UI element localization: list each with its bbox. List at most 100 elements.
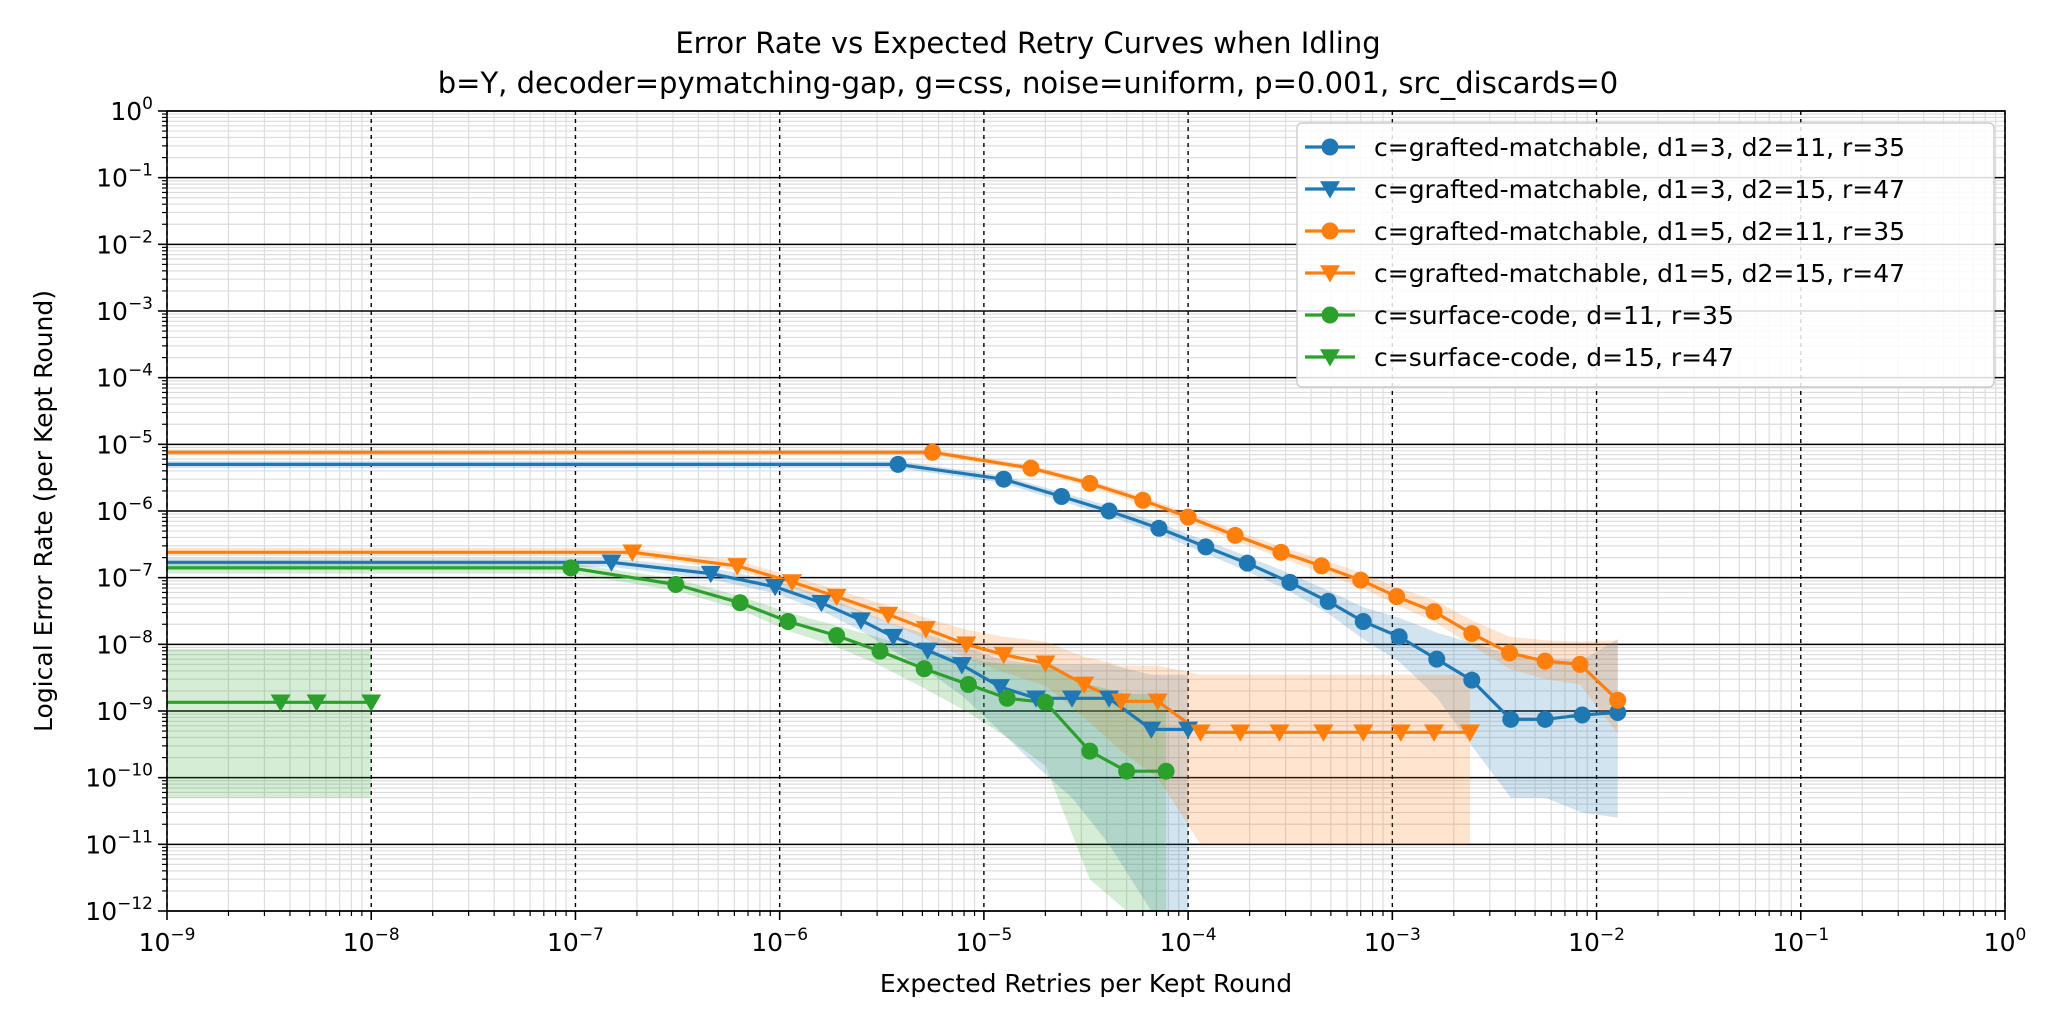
data-point [915,621,936,639]
data-point [1197,538,1215,556]
x-tick-base: 10 [547,928,579,957]
data-point [923,443,941,461]
data-point [1074,676,1095,694]
data-point [1463,671,1481,689]
data-point [361,694,382,712]
data-point [811,594,832,613]
confidence-band-6 [167,649,372,798]
data-point [1053,488,1071,506]
data-point [917,642,938,660]
x-tick-exponent: −8 [375,925,400,945]
y-tick-exponent: −6 [128,494,153,514]
data-point [1425,603,1443,621]
legend: c=grafted-matchable, d1=3, d2=11, r=35 c=… [1296,122,1995,388]
y-tick-label: 10−5 [96,427,153,459]
data-point [1022,459,1040,477]
data-point [1501,644,1519,662]
x-tick-base: 10 [1984,928,2016,957]
chart-title: Error Rate vs Expected Retry Curves when… [675,26,1380,60]
data-point [1609,703,1627,721]
data-point [1147,693,1168,711]
y-tick-base: 10 [96,364,128,393]
data-point [1428,650,1446,668]
y-tick-label: 10−1 [96,161,153,193]
y-axis-label: Logical Error Rate (per Kept Round) [29,290,58,732]
legend-marker [1320,265,1340,283]
y-tick-exponent: −12 [117,894,153,914]
x-tick-label: 10−7 [547,925,604,957]
x-tick-exponent: −3 [1396,925,1421,945]
y-tick-exponent: −9 [128,694,153,714]
legend-marker [1321,138,1339,156]
data-point [1190,724,1211,742]
x-tick-label: 10−8 [343,925,400,957]
data-point [959,675,977,693]
data-point [883,628,904,647]
y-tick-exponent: −10 [117,761,153,781]
y-tick-label: 10−10 [85,761,153,793]
y-tick-label: 10−12 [85,894,153,926]
x-tick-base: 10 [1364,928,1396,957]
legend-label: c=grafted-matchable, d1=3, d2=11, r=35 [1374,133,1905,162]
data-point [1352,571,1370,589]
chart-subtitle: b=Y, decoder=pymatching-gap, g=css, nois… [438,66,1618,100]
data-point [1463,625,1481,643]
y-tick-exponent: −7 [128,561,153,581]
x-tick-exponent: −9 [170,925,195,945]
x-axis-ticks: 10−9 10−8 10−7 10−6 10−5 10−4 10−3 10−2 10−1 100 [139,911,2026,957]
x-tick-exponent: 0 [2015,925,2026,945]
data-point [1281,573,1299,591]
y-tick-base: 10 [110,97,142,126]
x-tick-exponent: −1 [1804,925,1829,945]
y-tick-label: 10−8 [96,627,153,659]
data-point [871,642,889,660]
data-point [1536,652,1554,670]
data-point [850,612,871,630]
y-tick-base: 10 [85,897,117,926]
y-tick-base: 10 [96,430,128,459]
x-tick-base: 10 [139,928,171,957]
x-tick-exponent: −5 [987,925,1012,945]
data-point [951,657,972,675]
x-tick-exponent: −4 [1191,925,1216,945]
data-point [731,594,749,612]
data-point [1100,502,1118,520]
data-point [1118,762,1136,780]
data-point [1157,762,1175,780]
data-point [1134,491,1152,509]
x-tick-base: 10 [1160,928,1192,957]
data-point [956,636,977,654]
legend-marker [1321,306,1339,324]
data-point [622,544,643,562]
data-point [1026,690,1047,708]
data-point [667,575,685,593]
series-markers [270,443,1627,780]
y-axis-ticks: 10010−110−210−310−410−510−610−710−810−91… [85,94,167,926]
x-tick-label: 10−4 [1160,925,1217,957]
legend-label: c=surface-code, d=11, r=35 [1374,301,1734,330]
data-point [1536,710,1554,728]
confidence-band-5 [167,563,1167,911]
x-tick-base: 10 [1772,928,1804,957]
y-tick-base: 10 [85,764,117,793]
legend-marker [1321,222,1339,240]
legend-label: c=grafted-matchable, d1=5, d2=11, r=35 [1374,217,1905,246]
data-point [1388,588,1406,606]
data-point [1319,592,1337,610]
y-tick-label: 10−6 [96,494,153,526]
data-point [995,470,1013,488]
data-point [765,578,786,597]
data-point [306,694,327,712]
data-point [779,613,797,631]
data-point [1459,724,1480,742]
data-point [1571,655,1589,673]
y-tick-exponent: −5 [128,427,153,447]
x-tick-base: 10 [955,928,987,957]
x-tick-exponent: −6 [783,925,808,945]
x-tick-label: 10−6 [751,925,808,957]
legend-label: c=surface-code, d=15, r=47 [1374,343,1734,372]
x-tick-base: 10 [343,928,375,957]
confidence-band-4 [167,547,1470,845]
y-tick-label: 10−11 [85,827,153,859]
